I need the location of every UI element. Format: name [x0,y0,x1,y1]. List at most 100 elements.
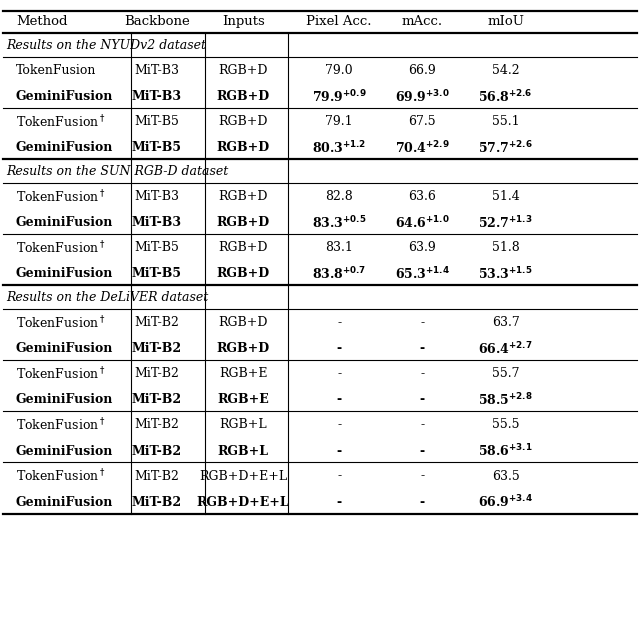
Text: 83.3$^{\mathbf{+0.5}}$: 83.3$^{\mathbf{+0.5}}$ [312,215,367,231]
Text: RGB+D: RGB+D [216,142,270,154]
Text: MiT-B2: MiT-B2 [134,316,179,329]
Text: MiT-B2: MiT-B2 [132,445,182,457]
Text: GeminiFusion: GeminiFusion [16,445,113,457]
Text: Inputs: Inputs [222,16,264,28]
Text: GeminiFusion: GeminiFusion [16,217,113,229]
Text: -: - [337,394,342,406]
Text: TokenFusion$^\dagger$: TokenFusion$^\dagger$ [16,240,106,256]
Text: Results on the NYUDv2 dataset: Results on the NYUDv2 dataset [6,39,206,52]
Text: Results on the SUN RGB-D dataset: Results on the SUN RGB-D dataset [6,165,228,178]
Text: MiT-B5: MiT-B5 [132,268,182,280]
Text: MiT-B3: MiT-B3 [134,190,179,203]
Text: RGB+D: RGB+D [216,343,270,355]
Text: GeminiFusion: GeminiFusion [16,142,113,154]
Text: MiT-B3: MiT-B3 [132,90,182,103]
Text: 63.5: 63.5 [492,470,520,482]
Text: -: - [420,496,425,509]
Text: Pixel Acc.: Pixel Acc. [307,16,372,28]
Text: TokenFusion: TokenFusion [16,64,97,77]
Text: TokenFusion$^\dagger$: TokenFusion$^\dagger$ [16,417,106,433]
Text: TokenFusion$^\dagger$: TokenFusion$^\dagger$ [16,188,106,205]
Text: 67.5: 67.5 [408,115,436,128]
Text: Results on the DeLiVER dataset: Results on the DeLiVER dataset [6,291,209,304]
Text: -: - [420,419,424,431]
Text: 53.3$^{\mathbf{+1.5}}$: 53.3$^{\mathbf{+1.5}}$ [478,266,533,282]
Text: RGB+D: RGB+D [218,190,268,203]
Text: GeminiFusion: GeminiFusion [16,343,113,355]
Text: 65.3$^{\mathbf{+1.4}}$: 65.3$^{\mathbf{+1.4}}$ [395,266,450,282]
Text: -: - [337,316,341,329]
Text: 55.7: 55.7 [492,368,519,380]
Text: 64.6$^{\mathbf{+1.0}}$: 64.6$^{\mathbf{+1.0}}$ [395,215,450,231]
Text: 66.4$^{\mathbf{+2.7}}$: 66.4$^{\mathbf{+2.7}}$ [478,341,533,357]
Text: -: - [420,316,424,329]
Text: 63.6: 63.6 [408,190,436,203]
Text: 55.1: 55.1 [492,115,520,128]
Text: -: - [337,419,341,431]
Text: 79.9$^{\mathbf{+0.9}}$: 79.9$^{\mathbf{+0.9}}$ [312,89,367,105]
Text: 51.8: 51.8 [492,241,520,254]
Text: 51.4: 51.4 [492,190,520,203]
Text: GeminiFusion: GeminiFusion [16,268,113,280]
Text: TokenFusion$^\dagger$: TokenFusion$^\dagger$ [16,314,106,331]
Text: RGB+L: RGB+L [220,419,267,431]
Text: MiT-B2: MiT-B2 [134,419,179,431]
Text: 79.0: 79.0 [325,64,353,77]
Text: 58.5$^{\mathbf{+2.8}}$: 58.5$^{\mathbf{+2.8}}$ [478,392,533,408]
Text: RGB+D: RGB+D [218,241,268,254]
Text: -: - [337,368,341,380]
Text: 63.7: 63.7 [492,316,520,329]
Text: RGB+E: RGB+E [218,394,269,406]
Text: -: - [337,445,342,457]
Text: -: - [420,470,424,482]
Text: MiT-B5: MiT-B5 [132,142,182,154]
Text: 80.3$^{\mathbf{+1.2}}$: 80.3$^{\mathbf{+1.2}}$ [312,140,366,156]
Text: 70.4$^{\mathbf{+2.9}}$: 70.4$^{\mathbf{+2.9}}$ [395,140,450,156]
Text: 63.9: 63.9 [408,241,436,254]
Text: 82.8: 82.8 [325,190,353,203]
Text: GeminiFusion: GeminiFusion [16,90,113,103]
Text: 69.9$^{\mathbf{+3.0}}$: 69.9$^{\mathbf{+3.0}}$ [395,89,450,105]
Text: 58.6$^{\mathbf{+3.1}}$: 58.6$^{\mathbf{+3.1}}$ [478,443,533,459]
Text: -: - [420,445,425,457]
Text: -: - [420,394,425,406]
Text: -: - [337,470,341,482]
Text: -: - [337,343,342,355]
Text: 66.9$^{\mathbf{+3.4}}$: 66.9$^{\mathbf{+3.4}}$ [478,494,533,510]
Text: 57.7$^{\mathbf{+2.6}}$: 57.7$^{\mathbf{+2.6}}$ [478,140,533,156]
Text: 83.8$^{\mathbf{+0.7}}$: 83.8$^{\mathbf{+0.7}}$ [312,266,366,282]
Text: MiT-B2: MiT-B2 [132,496,182,509]
Text: Backbone: Backbone [124,16,189,28]
Text: 56.8$^{\mathbf{+2.6}}$: 56.8$^{\mathbf{+2.6}}$ [478,89,533,105]
Text: Method: Method [16,16,67,28]
Text: -: - [337,496,342,509]
Text: TokenFusion$^\dagger$: TokenFusion$^\dagger$ [16,366,106,382]
Text: MiT-B5: MiT-B5 [134,241,179,254]
Text: RGB+D+E+L: RGB+D+E+L [199,470,287,482]
Text: RGB+D: RGB+D [218,115,268,128]
Text: -: - [420,343,425,355]
Text: TokenFusion$^\dagger$: TokenFusion$^\dagger$ [16,468,106,484]
Text: MiT-B2: MiT-B2 [132,394,182,406]
Text: GeminiFusion: GeminiFusion [16,496,113,509]
Text: TokenFusion$^\dagger$: TokenFusion$^\dagger$ [16,114,106,130]
Text: RGB+L: RGB+L [218,445,269,457]
Text: RGB+D: RGB+D [216,217,270,229]
Text: 54.2: 54.2 [492,64,520,77]
Text: RGB+E: RGB+E [219,368,268,380]
Text: RGB+D: RGB+D [218,64,268,77]
Text: MiT-B2: MiT-B2 [132,343,182,355]
Text: mAcc.: mAcc. [402,16,443,28]
Text: RGB+D: RGB+D [216,90,270,103]
Text: MiT-B2: MiT-B2 [134,470,179,482]
Text: RGB+D: RGB+D [216,268,270,280]
Text: MiT-B2: MiT-B2 [134,368,179,380]
Text: GeminiFusion: GeminiFusion [16,394,113,406]
Text: -: - [420,368,424,380]
Text: mIoU: mIoU [487,16,524,28]
Text: RGB+D+E+L: RGB+D+E+L [197,496,289,509]
Text: 79.1: 79.1 [325,115,353,128]
Text: 66.9: 66.9 [408,64,436,77]
Text: 83.1: 83.1 [325,241,353,254]
Text: RGB+D: RGB+D [218,316,268,329]
